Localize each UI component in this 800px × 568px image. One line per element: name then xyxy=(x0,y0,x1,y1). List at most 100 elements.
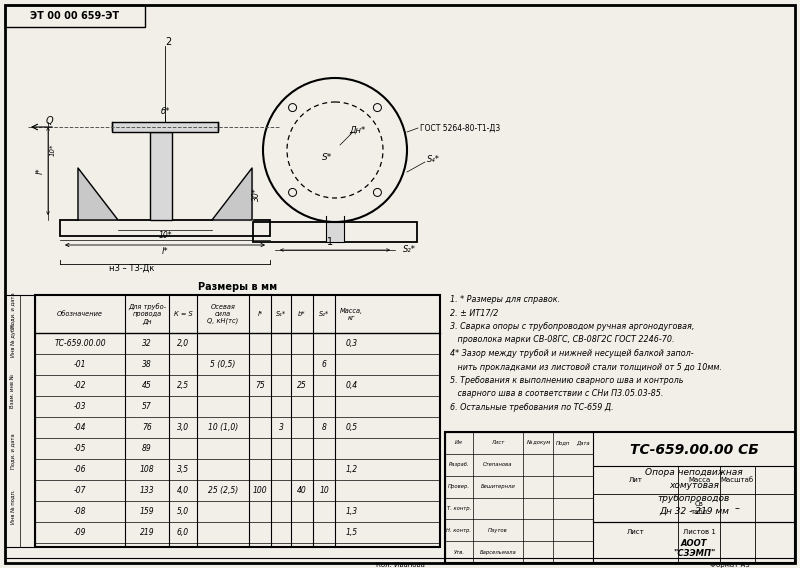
Text: 6,0: 6,0 xyxy=(177,528,189,537)
Text: Кол. Иванова: Кол. Иванова xyxy=(375,562,425,568)
Text: К = S: К = S xyxy=(174,311,192,317)
Text: b*: b* xyxy=(298,311,306,317)
Text: Разраб.: Разраб. xyxy=(449,462,470,467)
Text: 25: 25 xyxy=(297,381,307,390)
Text: 4,0: 4,0 xyxy=(177,486,189,495)
Text: -09: -09 xyxy=(74,528,86,537)
Text: 3. Сварка опоры с трубопроводом ручная аргонодуговая,: 3. Сварка опоры с трубопроводом ручная а… xyxy=(450,322,694,331)
Text: 2,0: 2,0 xyxy=(177,339,189,348)
Text: 40: 40 xyxy=(297,486,307,495)
Polygon shape xyxy=(78,168,118,220)
Text: 0,3: 0,3 xyxy=(346,339,358,348)
Text: Опора неподвижная: Опора неподвижная xyxy=(645,468,743,477)
Text: Степанова: Степанова xyxy=(483,462,513,467)
Text: Масса: Масса xyxy=(688,477,710,483)
Bar xyxy=(60,220,270,236)
Text: l*: l* xyxy=(35,168,45,174)
Text: 75: 75 xyxy=(255,381,265,390)
Text: 1,3: 1,3 xyxy=(346,507,358,516)
Text: 10 (1,0): 10 (1,0) xyxy=(208,423,238,432)
Text: Н. контр.: Н. контр. xyxy=(446,528,471,533)
Text: S*: S* xyxy=(322,153,332,162)
Text: 219: 219 xyxy=(140,528,154,537)
Text: 2,5: 2,5 xyxy=(177,381,189,390)
Text: -04: -04 xyxy=(74,423,86,432)
Text: Взам. инв №: Взам. инв № xyxy=(10,374,15,408)
Text: ЭТ 00 00 659-ЭТ: ЭТ 00 00 659-ЭТ xyxy=(30,11,119,21)
Text: Инв № дубл.: Инв № дубл. xyxy=(10,323,15,357)
Text: нЗ – ТЗ-Дк: нЗ – ТЗ-Дк xyxy=(110,264,154,273)
Text: -03: -03 xyxy=(74,402,86,411)
Text: –: – xyxy=(735,503,740,513)
Text: 0,4: 0,4 xyxy=(346,381,358,390)
Bar xyxy=(5,295,35,547)
Text: -06: -06 xyxy=(74,465,86,474)
Text: Осевая
сила
Q, кН(тс): Осевая сила Q, кН(тс) xyxy=(207,304,238,324)
Text: Обозначение: Обозначение xyxy=(57,311,103,317)
Text: 76: 76 xyxy=(142,423,152,432)
Text: "СЗЭМП": "СЗЭМП" xyxy=(673,549,715,558)
Text: -05: -05 xyxy=(74,444,86,453)
Text: Лит: Лит xyxy=(629,477,642,483)
Text: № докум: № докум xyxy=(526,440,550,445)
Text: нить прокладками из листовой стали толщиной от 5 до 10мм.: нить прокладками из листовой стали толщи… xyxy=(450,362,722,371)
Text: 100: 100 xyxy=(253,486,267,495)
Text: Масса,
кг: Масса, кг xyxy=(340,307,363,320)
Text: Подп: Подп xyxy=(556,440,570,445)
Bar xyxy=(253,222,417,242)
Text: Масштаб: Масштаб xyxy=(721,477,754,483)
Text: 5 (0,5): 5 (0,5) xyxy=(210,360,236,369)
Text: 3,5: 3,5 xyxy=(177,465,189,474)
Text: Утв.: Утв. xyxy=(454,550,465,554)
Text: 159: 159 xyxy=(140,507,154,516)
Bar xyxy=(445,432,593,563)
Text: Поди. и дата: Поди. и дата xyxy=(10,293,15,328)
Text: 2. ± ИТ17/2: 2. ± ИТ17/2 xyxy=(450,308,498,318)
Text: l*: l* xyxy=(162,247,168,256)
Text: проволока марки СВ-08ГС, СВ-08Г2С ГОСТ 2246-70.: проволока марки СВ-08ГС, СВ-08Г2С ГОСТ 2… xyxy=(450,336,674,345)
Text: 2: 2 xyxy=(165,37,171,47)
Text: ГОСТ 5264-80-Т1-Д3: ГОСТ 5264-80-Т1-Д3 xyxy=(420,123,500,132)
Text: Дн*: Дн* xyxy=(349,126,365,135)
Text: 133: 133 xyxy=(140,486,154,495)
Text: -08: -08 xyxy=(74,507,86,516)
Text: S₁*: S₁* xyxy=(276,311,286,317)
Text: 38: 38 xyxy=(142,360,152,369)
Text: 45: 45 xyxy=(142,381,152,390)
Text: S₂*: S₂* xyxy=(319,311,329,317)
Polygon shape xyxy=(212,168,252,220)
Text: l*: l* xyxy=(258,311,262,317)
Text: 108: 108 xyxy=(140,465,154,474)
Text: Паутов: Паутов xyxy=(488,528,508,533)
Text: АООТ: АООТ xyxy=(681,540,707,549)
Text: 0,5: 0,5 xyxy=(346,423,358,432)
Text: 1,5: 1,5 xyxy=(346,528,358,537)
Text: сварного шва в соответствии с СНи П3.05.03-85.: сварного шва в соответствии с СНи П3.05.… xyxy=(450,390,663,399)
Text: 8: 8 xyxy=(322,423,326,432)
Text: трубопроводов: трубопроводов xyxy=(658,494,730,503)
Text: 3: 3 xyxy=(278,423,283,432)
Bar xyxy=(5,5,145,27)
Text: 57: 57 xyxy=(142,402,152,411)
Text: 1. * Размеры для справок.: 1. * Размеры для справок. xyxy=(450,295,560,304)
Text: 1: 1 xyxy=(327,237,333,247)
Text: б*: б* xyxy=(160,107,170,116)
Text: 10: 10 xyxy=(319,486,329,495)
Text: Бешитернли: Бешитернли xyxy=(481,484,515,489)
Text: Инв № подп.: Инв № подп. xyxy=(10,490,15,524)
Text: 10*: 10* xyxy=(50,144,56,156)
Text: -07: -07 xyxy=(74,486,86,495)
Text: 30*: 30* xyxy=(251,187,261,201)
Text: Поди. и дата: Поди. и дата xyxy=(10,433,15,469)
Text: хомутовая: хомутовая xyxy=(669,481,719,490)
Text: Лист: Лист xyxy=(491,440,505,445)
Text: 5. Требования к выполнению сварного шва и контроль: 5. Требования к выполнению сварного шва … xyxy=(450,376,683,385)
Text: 10*: 10* xyxy=(158,231,172,240)
Text: 32: 32 xyxy=(142,339,152,348)
Bar xyxy=(326,222,344,242)
Text: Размеры в мм: Размеры в мм xyxy=(198,282,277,292)
Text: Дн 32 - 219 мм: Дн 32 - 219 мм xyxy=(659,507,729,516)
Text: Барсельмала: Барсельмала xyxy=(480,550,516,554)
Bar xyxy=(445,432,795,563)
Text: ТС-659.00.00: ТС-659.00.00 xyxy=(54,339,106,348)
